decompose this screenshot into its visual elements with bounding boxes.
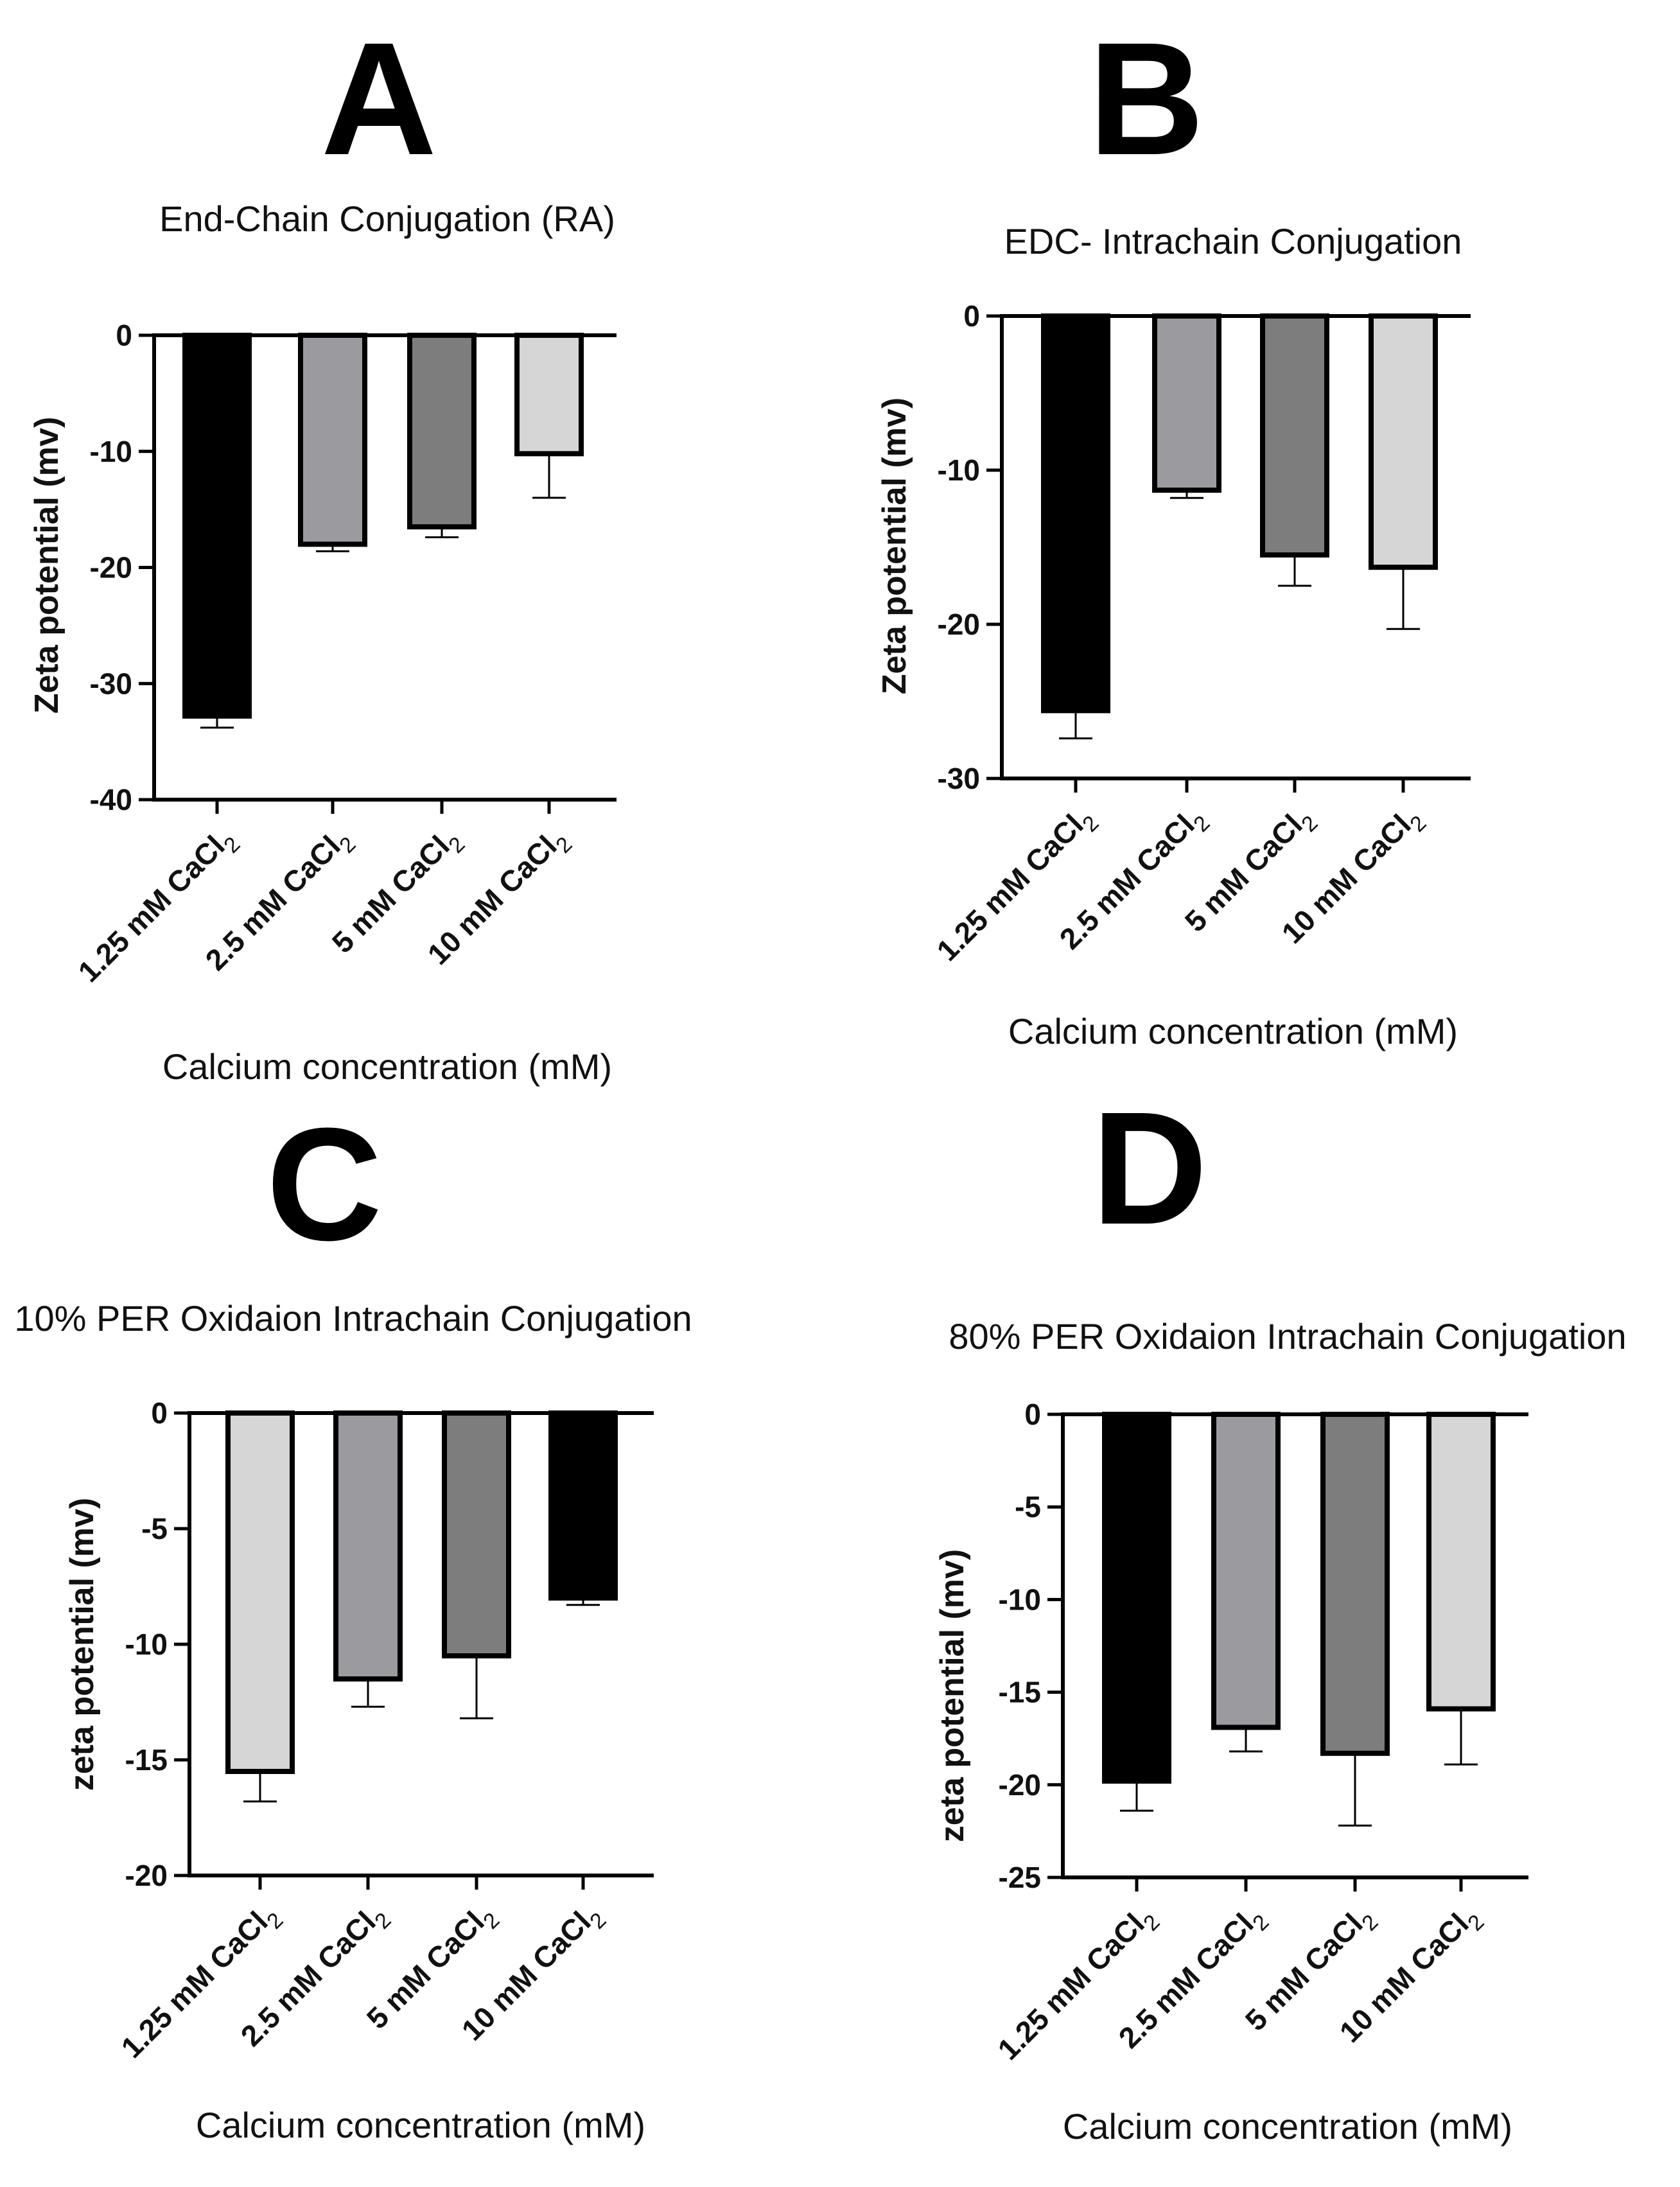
- panel-c: C 10% PER Oxidaion Intrachain Conjugatio…: [14, 1094, 692, 2145]
- bar-c-2: [333, 1410, 403, 1682]
- y-axis-label-b: Zeta potential (mv): [876, 398, 913, 694]
- y-tick-label-d-2: -5: [1015, 1490, 1041, 1524]
- panel-letter-a: A: [321, 9, 437, 188]
- panel-letter-c: C: [267, 1094, 383, 1274]
- bar-b-4: [1369, 313, 1438, 570]
- bar-a-3: [407, 333, 477, 530]
- y-axis-label-a: Zeta potential (mv): [28, 417, 66, 714]
- y-tick-label-d-3: -10: [999, 1583, 1041, 1616]
- y-tick-label-c-3: -10: [125, 1628, 168, 1661]
- y-axis-label-d: zeta potential (mv): [934, 1549, 971, 1843]
- chart-title-c: 10% PER Oxidaion Intrachain Conjugation: [14, 1298, 692, 1339]
- y-tick-label-a-3: -20: [90, 551, 132, 584]
- bar-a-4: [514, 333, 584, 457]
- y-tick-label-d-6: -25: [999, 1861, 1041, 1894]
- y-tick-label-b-4: -30: [938, 762, 980, 795]
- bar-b-3: [1260, 313, 1329, 558]
- chart-title-b: EDC- Intrachain Conjugation: [1004, 221, 1462, 261]
- y-tick-label-c-2: -5: [141, 1512, 168, 1545]
- chart-title-a: End-Chain Conjugation (RA): [159, 198, 615, 239]
- bar-a-1: [182, 333, 252, 719]
- category-label-main: 1.25 mM CaCl: [71, 829, 231, 988]
- x-axis-label-b: Calcium concentration (mM): [1008, 1011, 1458, 1051]
- y-tick-label-c-5: -20: [125, 1859, 168, 1892]
- y-tick-label-b-1: 0: [963, 299, 980, 333]
- panel-letter-b: B: [1089, 9, 1205, 188]
- bar-d-4: [1426, 1412, 1496, 1712]
- x-axis-label-a: Calcium concentration (mM): [162, 1046, 612, 1087]
- panel-b: B EDC- Intrachain Conjugation Zeta poten…: [876, 9, 1471, 1051]
- panel-a: A End-Chain Conjugation (RA) Zeta potent…: [28, 9, 617, 1087]
- bar-c-1: [225, 1410, 295, 1774]
- y-tick-label-d-4: -15: [999, 1676, 1041, 1709]
- x-axis-label-c: Calcium concentration (mM): [196, 2105, 645, 2145]
- y-tick-label-a-2: -10: [90, 435, 132, 468]
- bar-c-3: [442, 1410, 511, 1658]
- y-tick-label-b-2: -10: [938, 453, 980, 487]
- bar-d-1: [1102, 1412, 1171, 1784]
- panel-d: D 80% PER Oxidaion Intrachain Conjugatio…: [934, 1078, 1627, 2147]
- bar-b-1: [1041, 313, 1110, 714]
- bar-c-4: [548, 1410, 618, 1601]
- y-tick-label-d-1: 0: [1024, 1398, 1041, 1431]
- y-tick-label-b-3: -20: [938, 608, 980, 641]
- bar-b-2: [1152, 313, 1221, 493]
- y-tick-label-a-5: -40: [90, 783, 132, 816]
- bar-d-2: [1211, 1412, 1281, 1730]
- y-tick-label-a-1: 0: [116, 319, 132, 352]
- y-axis-label-c: zeta potential (mv): [64, 1498, 101, 1791]
- y-tick-label-c-4: -15: [125, 1743, 168, 1777]
- y-tick-label-a-4: -30: [90, 667, 132, 700]
- x-axis-label-d: Calcium concentration (mM): [1063, 2106, 1512, 2147]
- panel-letter-d: D: [1092, 1078, 1208, 1258]
- bar-d-3: [1320, 1412, 1390, 1756]
- bar-a-2: [298, 333, 367, 547]
- chart-title-d: 80% PER Oxidaion Intrachain Conjugation: [949, 1316, 1626, 1357]
- y-tick-label-c-1: 0: [151, 1396, 168, 1430]
- y-tick-label-d-5: -20: [999, 1768, 1041, 1802]
